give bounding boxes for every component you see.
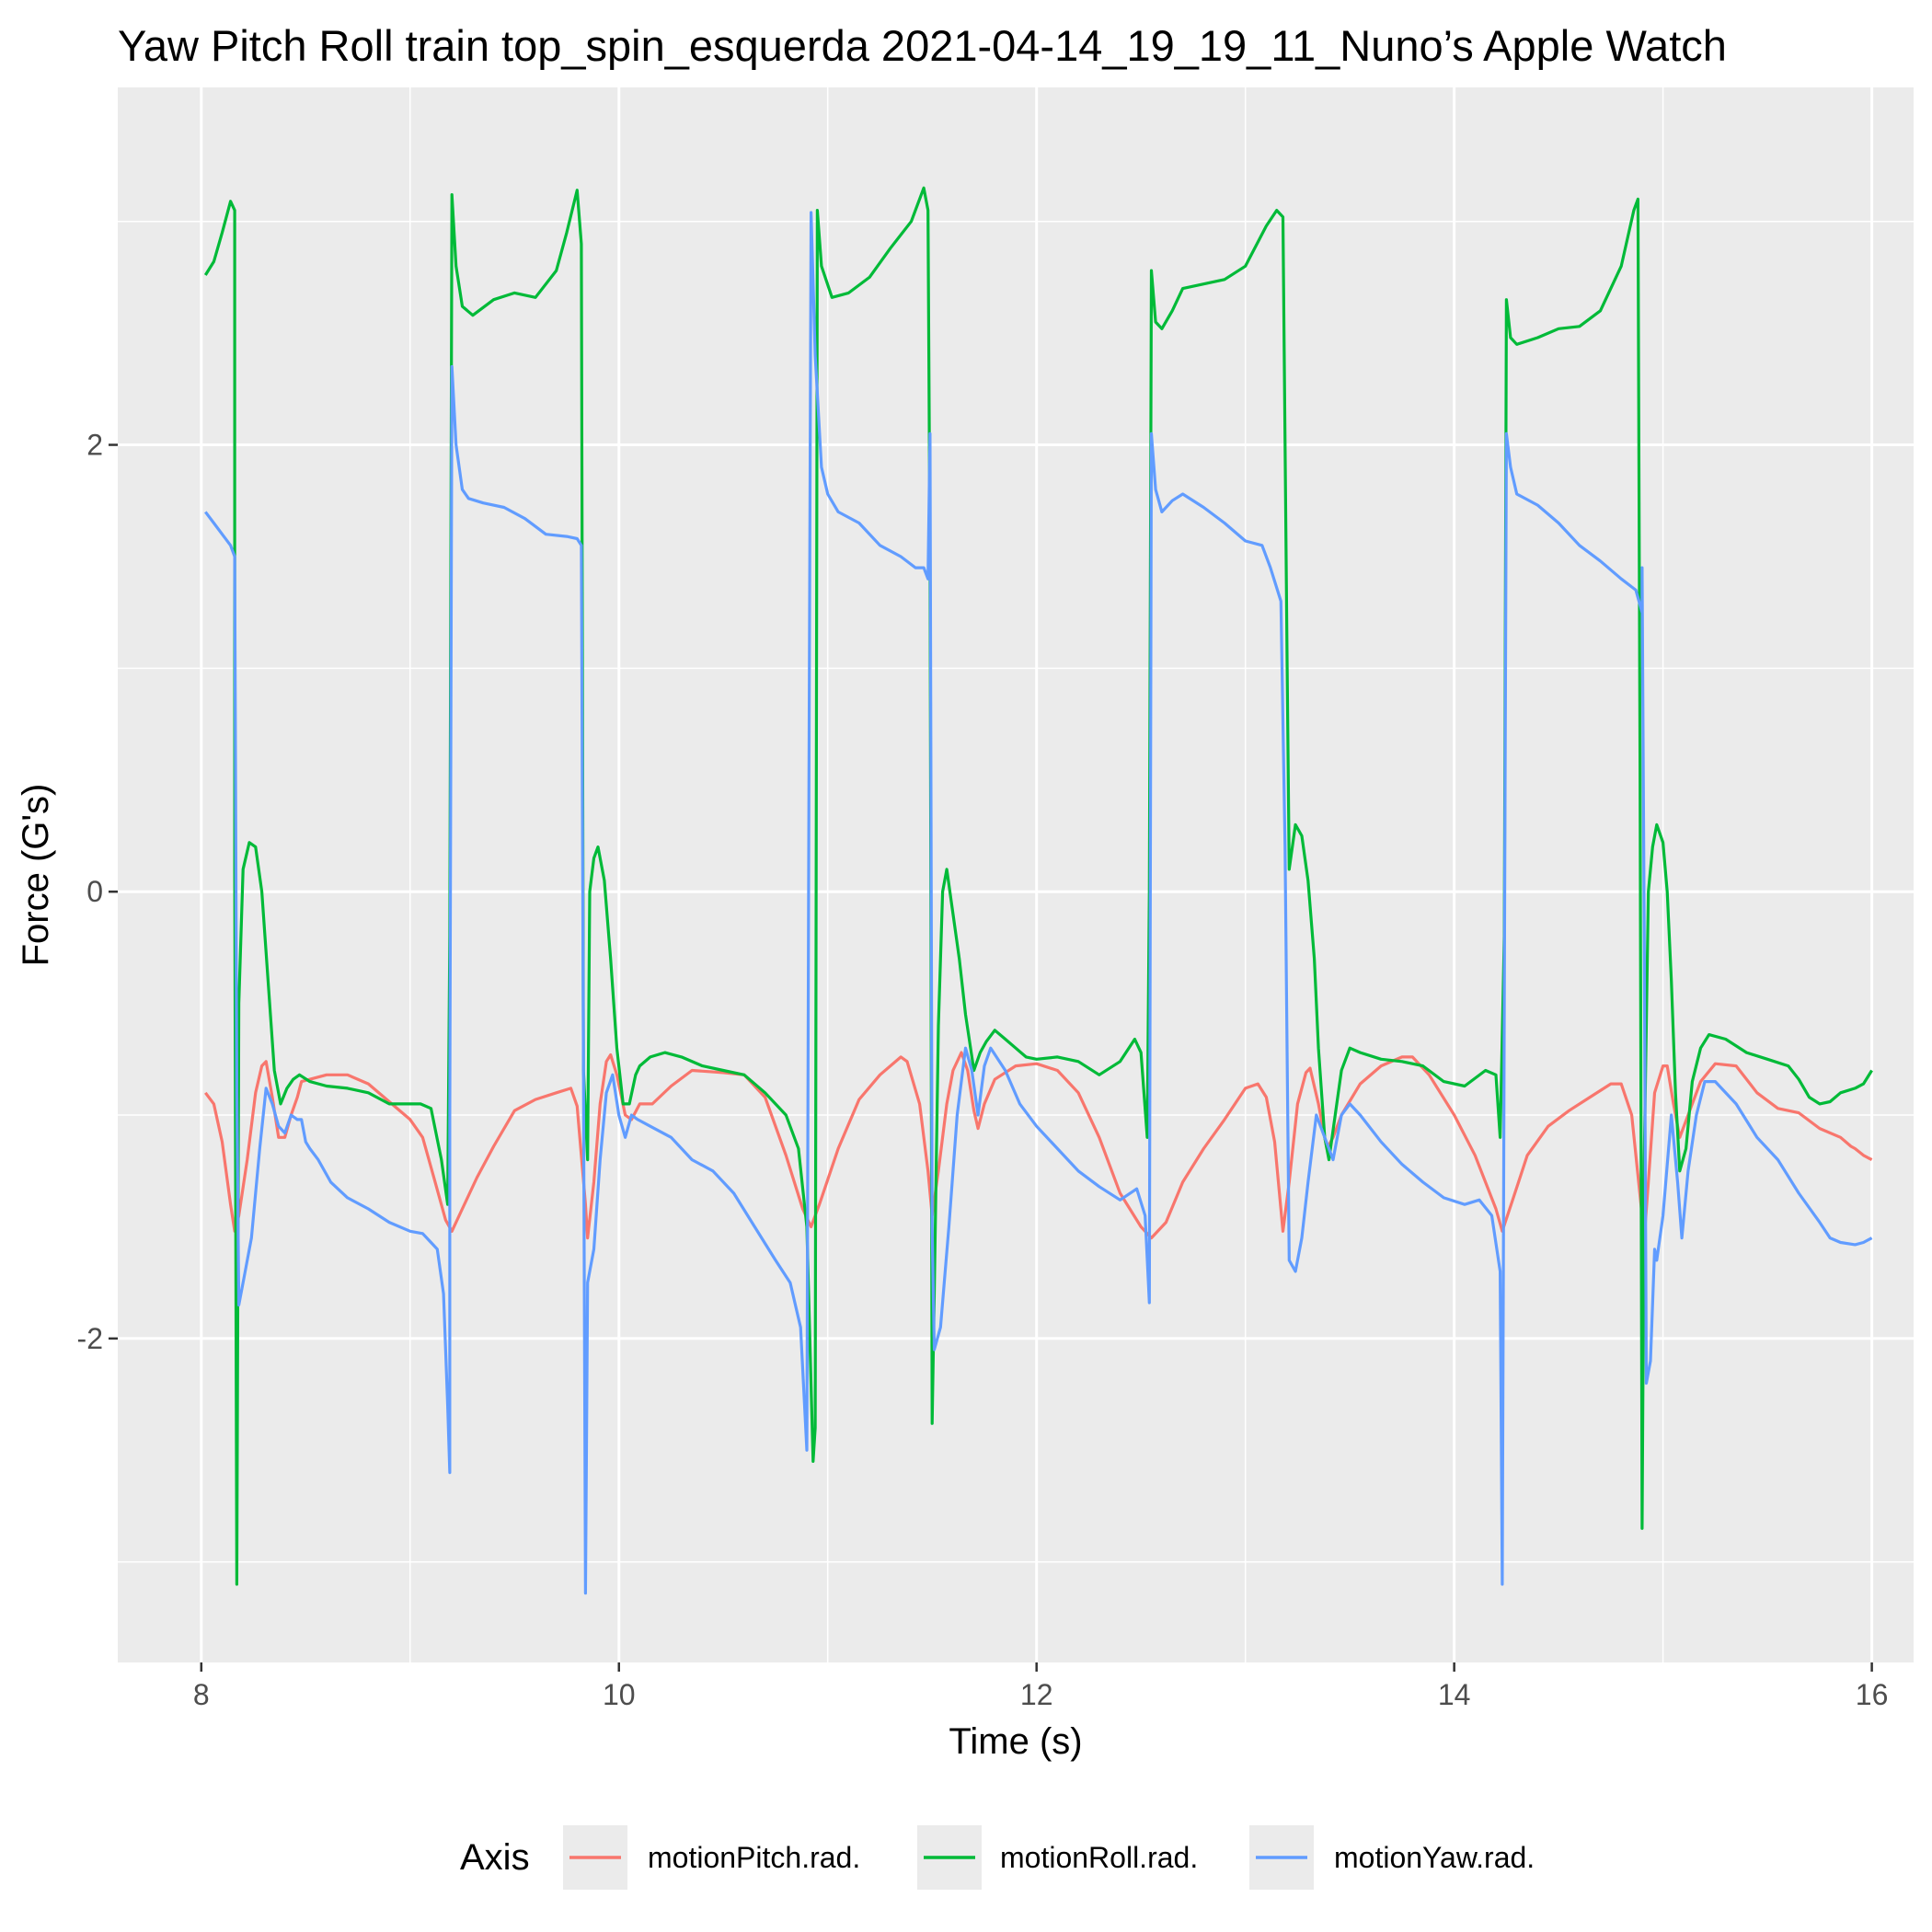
x-tick-label: 16 [1856,1678,1889,1711]
legend-title: Axis [460,1837,530,1878]
legend-label-motionpitch-rad: motionPitch.rad. [648,1841,860,1874]
x-tick-label: 12 [1020,1678,1053,1711]
legend-label-motionyaw-rad: motionYaw.rad. [1334,1841,1535,1874]
y-tick-label: 2 [86,429,103,462]
chart-title: Yaw Pitch Roll train top_spin_esquerda 2… [118,21,1727,70]
y-axis: -2 0 2 [77,429,118,1355]
x-tick-label: 8 [193,1678,210,1711]
x-axis-title: Time (s) [949,1721,1082,1762]
y-tick-label: 0 [86,875,103,908]
legend-label-motionroll-rad: motionRoll.rad. [1000,1841,1198,1874]
y-axis-title: Force (G's) [16,784,56,967]
x-tick-label: 14 [1438,1678,1471,1711]
series-line-motionyaw-rad [204,211,1873,1595]
plot-panel [118,87,1914,1662]
legend: Axis motionPitch.rad. motionRoll.rad. moti… [460,1825,1535,1890]
x-tick-label: 10 [603,1678,636,1711]
series-line-motionpitch-rad [204,1051,1873,1240]
y-tick-label: -2 [77,1322,103,1355]
grid-lines [118,87,1914,1662]
series-lines [203,186,1873,1595]
x-axis: 8 10 12 14 16 [193,1662,1889,1711]
